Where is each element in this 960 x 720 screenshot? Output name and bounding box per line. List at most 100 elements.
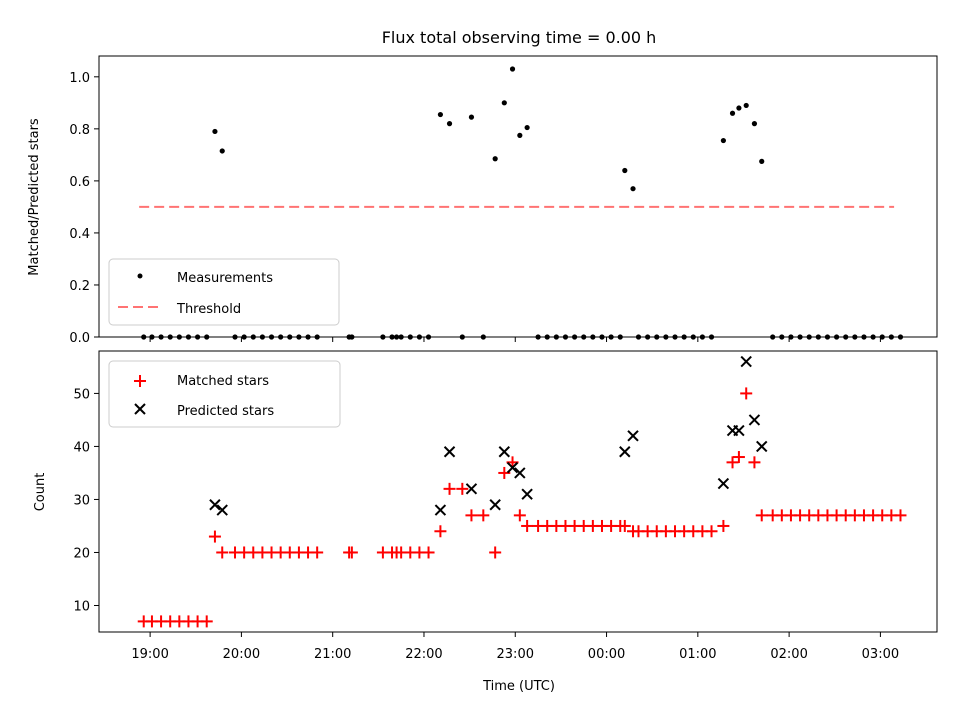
predicted-star-point <box>465 483 478 495</box>
predicted-star-point <box>216 504 228 516</box>
bottom-axes-frame <box>98 350 938 633</box>
matched-star-point <box>422 546 435 559</box>
matched-star-point <box>705 525 718 538</box>
x-tick-label: 01:00 <box>679 647 716 662</box>
measurement-point <box>743 102 749 109</box>
measurement-point <box>736 105 742 111</box>
matched-star-point <box>521 519 534 532</box>
predicted-star-point <box>619 446 631 458</box>
bottom-y-tick-label: 10 <box>73 599 90 614</box>
bottom-y-axis-label: Count <box>33 473 48 512</box>
matched-star-point <box>465 509 478 522</box>
measurement-point <box>517 132 523 138</box>
legend-matched-label: Matched stars <box>177 374 269 389</box>
measurement-point <box>501 100 507 106</box>
bottom-panel: 10 20 30 40 50 19:00 20:00 21:00 22:00 23:00 00:0… <box>33 350 938 694</box>
x-tick-label: 02:00 <box>770 647 807 662</box>
count-points <box>137 355 907 628</box>
x-tick-label: 03:00 <box>862 647 899 662</box>
top-x-ticks <box>149 337 881 342</box>
measurement-point <box>720 137 726 144</box>
measurement-point <box>751 121 758 127</box>
matched-star-point <box>726 456 739 469</box>
predicted-star-point <box>627 430 639 442</box>
predicted-star-point <box>443 446 456 458</box>
measurement-point <box>468 114 475 120</box>
matched-star-point <box>513 509 526 522</box>
matched-star-point <box>216 546 229 559</box>
top-y-tick-label: 0.2 <box>69 279 90 294</box>
measurement-point <box>446 121 453 127</box>
matched-star-point <box>894 509 907 522</box>
legend-predicted-label: Predicted stars <box>177 404 274 419</box>
matched-star-point <box>443 482 456 495</box>
x-tick-label: 21:00 <box>314 647 351 662</box>
x-tick-label: 20:00 <box>223 647 260 662</box>
measurement-point <box>630 186 636 192</box>
predicted-star-point <box>498 446 511 458</box>
predicted-star-point <box>514 467 526 479</box>
measurement-point <box>729 110 736 116</box>
legend-threshold-label: Threshold <box>176 302 241 317</box>
top-y-tick-label: 1.0 <box>69 71 90 86</box>
matched-star-point <box>456 482 469 495</box>
measurement-point <box>212 128 218 135</box>
top-y-axis-label: Matched/Predicted stars <box>27 118 42 276</box>
matched-star-point <box>618 519 631 532</box>
top-y-tick-label: 0.4 <box>69 227 90 242</box>
x-axis-label: Time (UTC) <box>482 679 555 694</box>
predicted-star-point <box>521 488 533 500</box>
legend-measurements-marker <box>137 273 143 279</box>
measurement-point <box>509 66 516 72</box>
measurement-point <box>622 167 628 174</box>
bottom-x-ticks: 19:00 20:00 21:00 22:00 23:00 00:00 01:00 02:00… <box>131 632 899 662</box>
x-tick-label: 23:00 <box>497 647 534 662</box>
legend-predicted-marker <box>134 403 146 415</box>
matched-star-point <box>740 387 753 400</box>
measurement-point <box>437 111 444 118</box>
matched-star-point <box>434 525 447 538</box>
measurement-point <box>759 158 765 164</box>
predicted-star-point <box>434 504 447 516</box>
matched-star-point <box>732 451 745 464</box>
x-tick-label: 22:00 <box>405 647 442 662</box>
predicted-star-point <box>506 461 519 474</box>
top-axes-frame <box>98 55 938 338</box>
legend-measurements-label: Measurements <box>177 271 273 286</box>
matched-star-point <box>717 519 730 532</box>
bottom-y-ticks: 10 20 30 40 50 <box>73 387 99 614</box>
bottom-y-tick-label: 20 <box>73 546 90 561</box>
predicted-star-point <box>717 477 730 490</box>
top-y-tick-label: 0.0 <box>69 331 90 346</box>
predicted-star-point <box>733 424 745 437</box>
matched-star-point <box>345 546 358 559</box>
bottom-y-tick-label: 30 <box>73 493 90 508</box>
predicted-star-point <box>756 440 768 453</box>
top-y-ticks: 0.0 0.2 0.4 0.6 0.8 1.0 <box>69 71 99 346</box>
bottom-y-tick-label: 40 <box>73 440 90 455</box>
chart-title: Flux total observing time = 0.00 h <box>382 28 657 47</box>
top-y-tick-label: 0.8 <box>69 123 90 138</box>
matched-star-point <box>208 530 221 543</box>
top-y-tick-label: 0.6 <box>69 175 90 190</box>
legend-matched-marker <box>134 375 146 387</box>
bottom-legend: Matched stars Predicted stars <box>108 360 341 428</box>
predicted-star-point <box>489 499 501 511</box>
x-tick-label: 19:00 <box>131 647 168 662</box>
bottom-y-tick-label: 50 <box>73 387 90 402</box>
x-tick-label: 00:00 <box>588 647 625 662</box>
matched-star-point <box>311 546 324 559</box>
matched-star-point <box>748 456 761 469</box>
matched-star-point <box>755 509 768 522</box>
top-legend: Measurements Threshold <box>108 258 340 326</box>
matched-star-point <box>489 546 502 559</box>
measurement-point <box>524 124 530 131</box>
predicted-star-point <box>740 355 752 368</box>
predicted-star-point <box>209 499 221 511</box>
matched-star-point <box>477 509 490 522</box>
top-panel: Flux total observing time = 0.00 h 0.00.… <box>27 28 938 346</box>
measurement-point <box>492 156 498 162</box>
predicted-star-point <box>748 414 761 426</box>
measurement-point <box>219 148 225 154</box>
